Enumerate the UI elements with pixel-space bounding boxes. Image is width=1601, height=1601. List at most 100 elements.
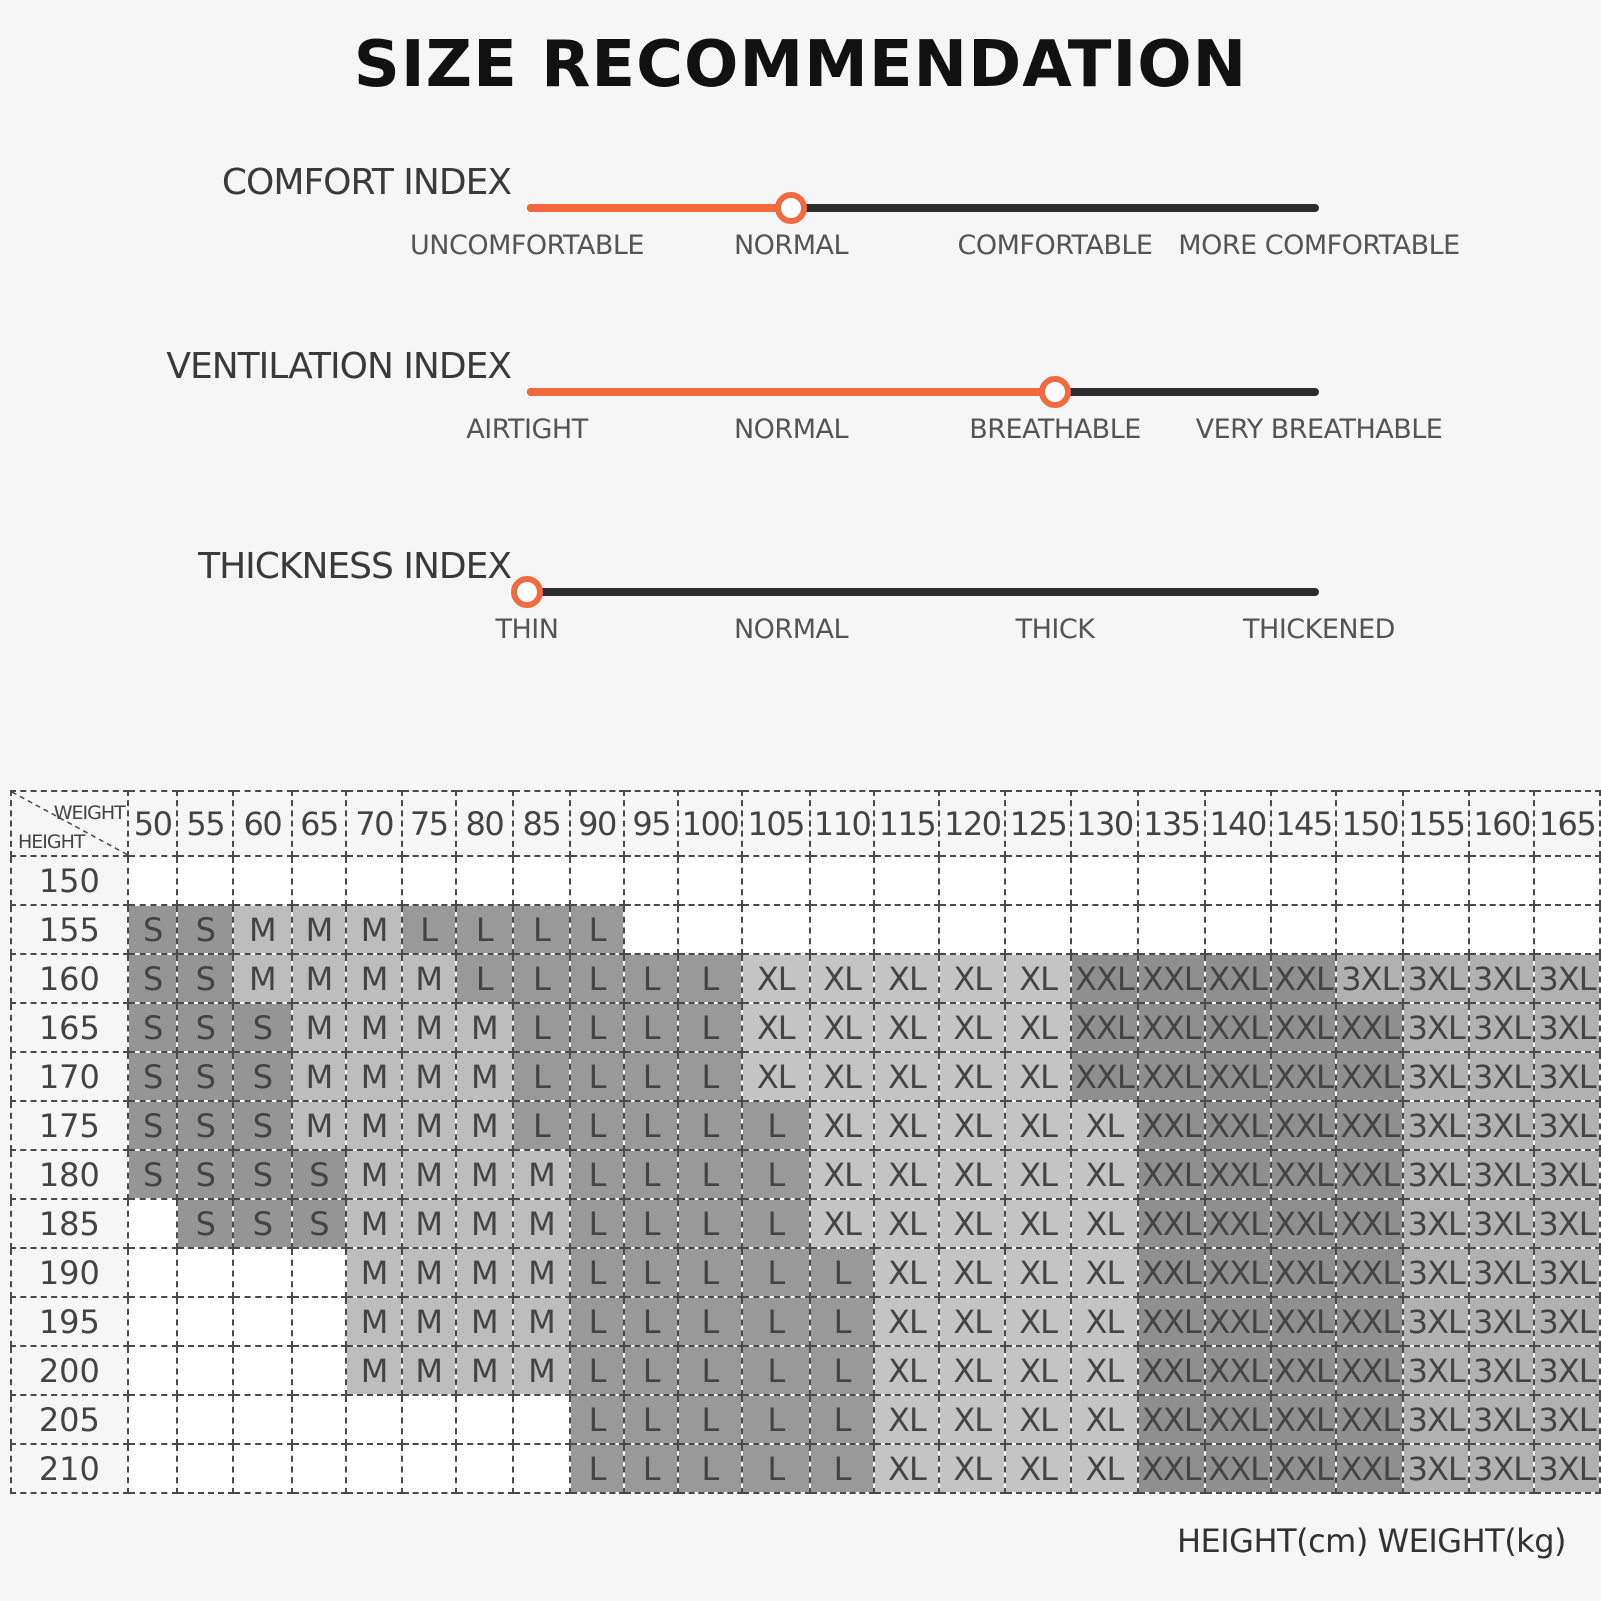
size-cell: L — [740, 1443, 811, 1494]
comfort-tick-normal: NORMAL — [733, 230, 849, 261]
size-cell: XL — [873, 1198, 941, 1249]
size-cell: XXL — [1136, 1149, 1206, 1200]
size-cell: L — [623, 1002, 679, 1053]
size-cell: M — [345, 1296, 403, 1347]
size-cell: XL — [873, 1149, 941, 1200]
size-cell: XL — [873, 1443, 941, 1494]
size-cell: XL — [740, 953, 811, 1004]
size-cell: L — [623, 1149, 679, 1200]
size-cell: 3XL — [1402, 1100, 1471, 1151]
size-cell — [345, 855, 403, 906]
size-cell — [454, 855, 515, 906]
size-cell: M — [345, 904, 403, 955]
size-cell: L — [623, 1443, 679, 1494]
size-cell: XL — [1069, 1394, 1139, 1445]
size-cell: 3XL — [1402, 1345, 1471, 1396]
height-cell: 185 — [10, 1198, 129, 1249]
size-cell: S — [176, 953, 235, 1004]
size-cell — [454, 1443, 515, 1494]
comfort-tick-more-comfortable: MORE COMFORTABLE — [1178, 230, 1460, 261]
height-cell: 155 — [10, 904, 129, 955]
size-cell: XL — [808, 1051, 876, 1102]
size-cell: L — [677, 1394, 743, 1445]
size-cell: 3XL — [1335, 953, 1405, 1004]
size-cell: XL — [808, 1002, 876, 1053]
size-cell: XL — [938, 1051, 1007, 1102]
size-cell: L — [512, 904, 571, 955]
size-cell — [126, 1296, 179, 1347]
size-cell: M — [454, 1247, 515, 1298]
size-cell: XXL — [1203, 1002, 1272, 1053]
size-cell — [232, 855, 293, 906]
size-cell: 3XL — [1468, 953, 1535, 1004]
size-cell: XL — [1004, 1443, 1072, 1494]
size-cell: 3XL — [1402, 1443, 1471, 1494]
size-cell — [512, 1394, 571, 1445]
weight-header-row: WEIGHT HEIGHT 50 55 60 65 70 75 80 85 90 95 100 105… — [10, 790, 1601, 857]
size-cell: XXL — [1269, 953, 1338, 1004]
size-cell — [740, 904, 811, 955]
size-cell: M — [290, 1100, 348, 1151]
thickness-tick-thickened: THICKENED — [1243, 614, 1395, 645]
size-cell: XXL — [1335, 1100, 1405, 1151]
table-row: 205 L L L L L XL XL XL XL XXL XXL XXL XXL 3XL 3XL 3XL — [10, 1394, 1601, 1445]
size-cell: M — [454, 1198, 515, 1249]
size-cell — [1335, 904, 1405, 955]
size-cell: L — [740, 1247, 811, 1298]
size-cell: XL — [1004, 1247, 1072, 1298]
size-cell: L — [623, 953, 679, 1004]
size-cell — [873, 855, 941, 906]
size-cell: L — [568, 1051, 626, 1102]
size-cell — [938, 904, 1007, 955]
size-cell: L — [677, 1002, 743, 1053]
size-cell: L — [677, 1345, 743, 1396]
size-cell: S — [232, 1198, 293, 1249]
size-cell: XXL — [1269, 1051, 1338, 1102]
table-row: 210 L L L L L XL XL XL XL XXL XXL XXL XXL 3XL 3XL 3XL — [10, 1443, 1601, 1494]
height-cell: 210 — [10, 1443, 129, 1494]
size-cell: XL — [808, 953, 876, 1004]
corner-height-label: HEIGHT — [18, 831, 86, 853]
size-cell: 3XL — [1468, 1100, 1535, 1151]
size-cell: M — [400, 1149, 457, 1200]
size-cell — [1004, 904, 1072, 955]
size-cell: S — [176, 1051, 235, 1102]
size-cell — [1402, 904, 1471, 955]
size-cell — [1532, 904, 1601, 955]
size-cell: L — [677, 1198, 743, 1249]
size-cell — [290, 1247, 348, 1298]
size-cell: S — [232, 1051, 293, 1102]
corner-diagonal — [12, 793, 126, 854]
weight-header-cell: 115 — [873, 790, 941, 857]
size-cell: 3XL — [1468, 1394, 1535, 1445]
size-cell: XL — [938, 1443, 1007, 1494]
weight-header-cell: 135 — [1136, 790, 1206, 857]
table-row: 160 S S M M M M L L L L L XL XL XL XL XL XXL XXL XXL XXL 3XL 3… — [10, 953, 1601, 1004]
size-cell: L — [512, 1051, 571, 1102]
comfort-index-track — [527, 192, 1319, 224]
size-cell: XXL — [1269, 1443, 1338, 1494]
size-cell: S — [126, 953, 179, 1004]
comfort-index-knob — [774, 192, 807, 224]
comfort-index-label: COMFORT INDEX — [221, 162, 512, 203]
size-cell: XL — [1004, 1198, 1072, 1249]
ventilation-tick-breathable: BREATHABLE — [969, 414, 1141, 445]
size-cell: M — [512, 1345, 571, 1396]
size-cell: M — [400, 1002, 457, 1053]
size-cell: L — [454, 953, 515, 1004]
size-cell: XXL — [1136, 1296, 1206, 1347]
size-cell — [1269, 904, 1338, 955]
size-cell: M — [232, 953, 293, 1004]
size-cell: L — [568, 1149, 626, 1200]
size-cell: XL — [873, 1345, 941, 1396]
size-cell: M — [454, 1002, 515, 1053]
size-cell: M — [232, 904, 293, 955]
size-cell: XXL — [1269, 1149, 1338, 1200]
size-cell — [512, 855, 571, 906]
size-cell: XXL — [1335, 1247, 1405, 1298]
size-cell: XL — [1069, 1443, 1139, 1494]
size-cell — [232, 1296, 293, 1347]
height-cell: 180 — [10, 1149, 129, 1200]
size-cell — [176, 1247, 235, 1298]
size-cell: XXL — [1069, 1002, 1139, 1053]
